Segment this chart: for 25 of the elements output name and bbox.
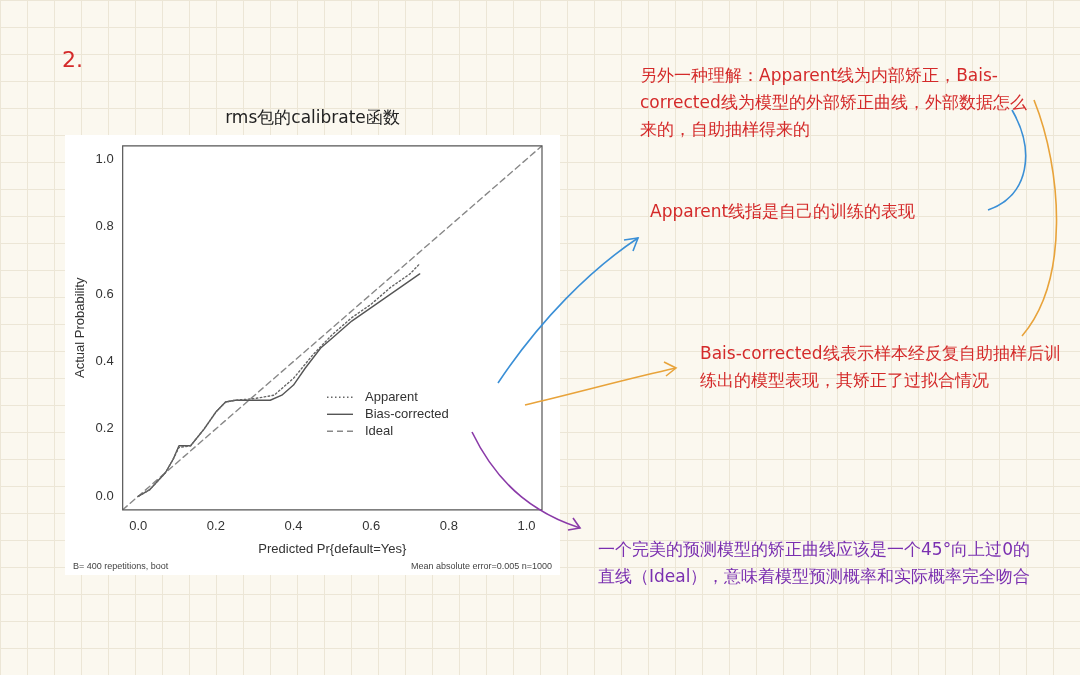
- y-tick-label: 0.8: [95, 218, 114, 234]
- y-tick-label: 1.0: [95, 150, 114, 166]
- y-tick-label: 0.4: [95, 353, 114, 369]
- y-tick-label: 0.2: [95, 420, 114, 436]
- x-tick-label: 1.0: [517, 518, 536, 534]
- chart-title: rms包的calibrate函数: [224, 106, 401, 129]
- y-tick-label: 0.6: [95, 285, 114, 301]
- text: 另外一种理解：Apparent线为内部矫正，Bais-corrected线为模型的外部矫正曲线，外部数据怎么来的，自助抽样得来的: [640, 64, 1028, 141]
- x-tick-label: 0.6: [362, 518, 381, 534]
- text: 2.: [62, 46, 84, 73]
- x-tick-label: 0.2: [206, 518, 225, 534]
- x-tick-label: 0.0: [129, 518, 148, 534]
- legend-label: Ideal: [365, 422, 394, 438]
- text: 一个完美的预测模型的矫正曲线应该是一个45°向上过0的直线（Ideal），意味着模型预测概率和实际概率完全吻合: [598, 538, 1032, 588]
- text: B= 400 repetitions, boot: [73, 560, 169, 571]
- y-tick-label: 0.0: [95, 487, 114, 503]
- x-axis-title: Predicted Pr{default=Yes}: [258, 540, 408, 556]
- text: Bais-corrected线表示样本经反复自助抽样后训练出的模型表现，其矫正了过拟合情况: [700, 342, 1062, 392]
- y-axis-title: Actual Probability: [72, 277, 88, 379]
- legend-label: Apparent: [365, 388, 419, 404]
- legend-label: Bias-corrected: [365, 405, 449, 421]
- x-tick-label: 0.4: [284, 518, 303, 534]
- text: Apparent线指是自己的训练的表现: [650, 200, 917, 223]
- text: Mean absolute error=0.005 n=1000: [410, 560, 552, 571]
- x-tick-label: 0.8: [439, 518, 458, 534]
